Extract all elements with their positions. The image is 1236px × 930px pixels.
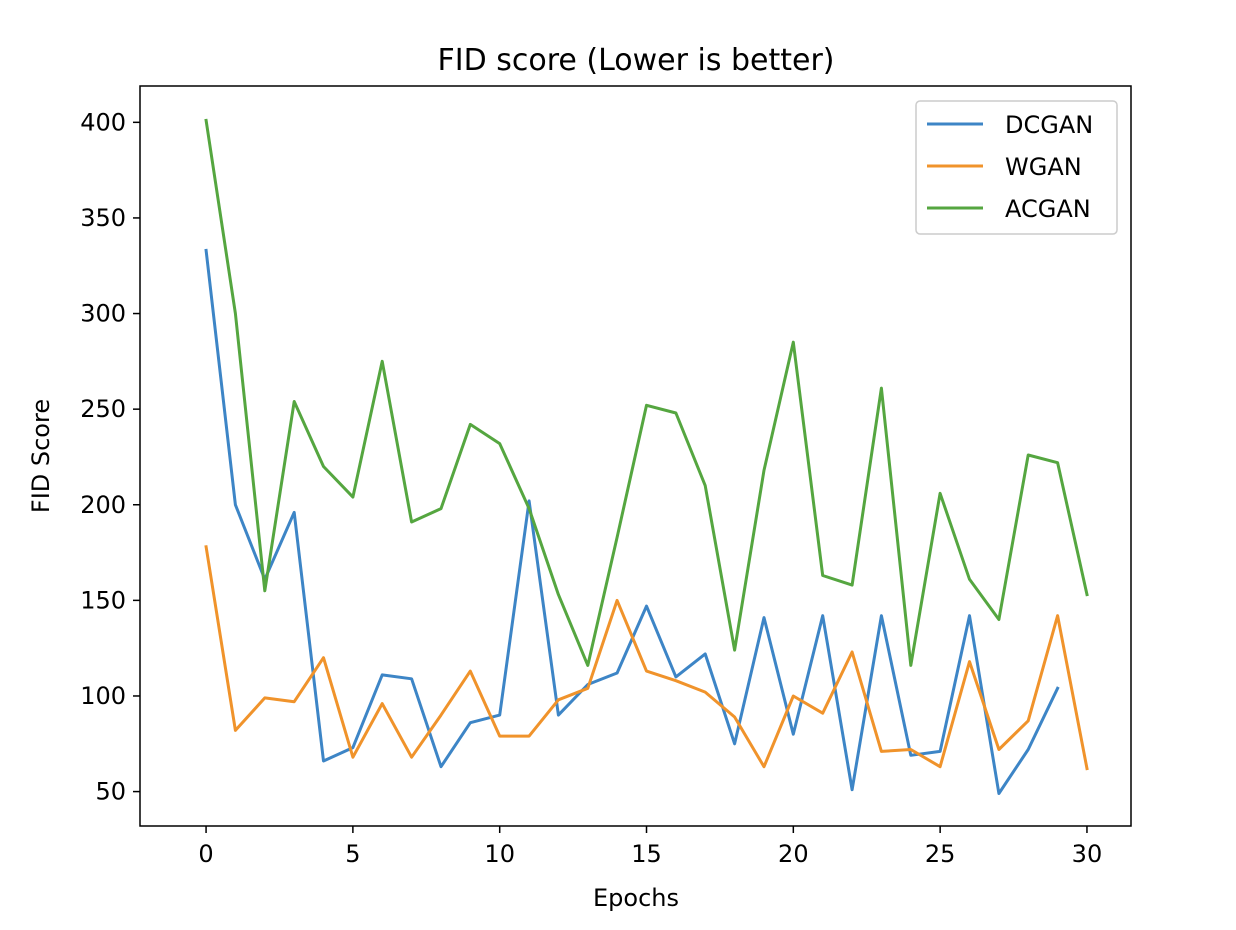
x-tick-label: 30: [1072, 840, 1103, 868]
y-tick-label: 350: [80, 204, 126, 232]
series-line-dcgan: [204, 248, 1060, 795]
x-tick-label: 0: [198, 840, 213, 868]
y-axis-label: FID Score: [27, 399, 55, 513]
plot-area: [139, 85, 1132, 827]
series-line-acgan: [204, 118, 1089, 667]
y-axis: 50 100 150 200 250 300 350 400: [80, 108, 140, 806]
y-tick-label: 50: [95, 778, 126, 806]
chart-title: FID score (Lower is better): [437, 43, 834, 78]
legend-label-wgan: WGAN: [1005, 153, 1082, 181]
x-tick-label: 5: [345, 840, 360, 868]
y-tick-label: 300: [80, 300, 126, 328]
legend-label-acgan: ACGAN: [1005, 195, 1091, 223]
x-tick-label: 25: [925, 840, 956, 868]
series-line-wgan: [204, 545, 1089, 771]
x-axis: 0 5 10 15 20 25 30: [198, 826, 1102, 868]
legend: DCGAN WGAN ACGAN: [915, 100, 1118, 235]
y-tick-label: 100: [80, 682, 126, 710]
x-tick-label: 15: [631, 840, 662, 868]
y-tick-label: 150: [80, 586, 126, 614]
x-axis-label: Epochs: [593, 884, 679, 912]
plot-frame: [139, 85, 1132, 827]
x-tick-label: 10: [484, 840, 515, 868]
series-layer: [204, 118, 1089, 795]
x-tick-label: 20: [778, 840, 809, 868]
legend-box: [915, 100, 1118, 235]
legend-label-dcgan: DCGAN: [1005, 111, 1093, 139]
y-tick-label: 400: [80, 108, 126, 136]
y-tick-label: 250: [80, 395, 126, 423]
y-tick-label: 200: [80, 491, 126, 519]
